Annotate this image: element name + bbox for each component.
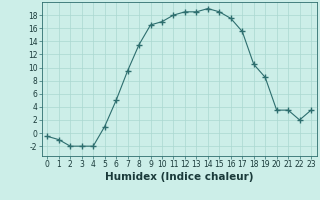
X-axis label: Humidex (Indice chaleur): Humidex (Indice chaleur) bbox=[105, 172, 253, 182]
